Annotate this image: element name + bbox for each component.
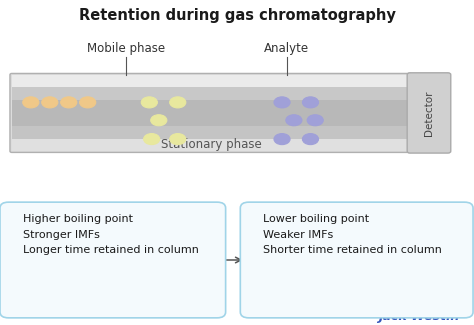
Text: Analyte: Analyte bbox=[264, 42, 310, 55]
Text: Jack Westin: Jack Westin bbox=[379, 310, 460, 323]
Circle shape bbox=[286, 115, 302, 126]
Circle shape bbox=[144, 134, 160, 145]
Bar bbox=[12, 126, 410, 139]
Circle shape bbox=[302, 97, 319, 108]
Circle shape bbox=[170, 134, 186, 145]
Circle shape bbox=[302, 134, 319, 145]
Circle shape bbox=[274, 97, 290, 108]
Bar bbox=[12, 75, 410, 87]
Text: Detector: Detector bbox=[424, 90, 434, 136]
Bar bbox=[12, 139, 410, 151]
Circle shape bbox=[307, 115, 323, 126]
Circle shape bbox=[151, 115, 167, 126]
Circle shape bbox=[23, 97, 39, 108]
Circle shape bbox=[61, 97, 77, 108]
Circle shape bbox=[274, 134, 290, 145]
Circle shape bbox=[141, 97, 157, 108]
Circle shape bbox=[170, 97, 186, 108]
Circle shape bbox=[42, 97, 58, 108]
Text: Higher boiling point
Stronger IMFs
Longer time retained in column: Higher boiling point Stronger IMFs Longe… bbox=[23, 214, 199, 255]
FancyBboxPatch shape bbox=[0, 202, 226, 318]
FancyBboxPatch shape bbox=[10, 73, 412, 152]
Text: Stationary phase: Stationary phase bbox=[161, 138, 261, 151]
Circle shape bbox=[80, 97, 96, 108]
Text: Lower boiling point
Weaker IMFs
Shorter time retained in column: Lower boiling point Weaker IMFs Shorter … bbox=[263, 214, 442, 255]
FancyBboxPatch shape bbox=[240, 202, 473, 318]
Text: Retention during gas chromatography: Retention during gas chromatography bbox=[79, 8, 395, 23]
Bar bbox=[12, 87, 410, 139]
Bar bbox=[12, 87, 410, 100]
Text: Mobile phase: Mobile phase bbox=[87, 42, 164, 55]
FancyBboxPatch shape bbox=[407, 73, 451, 153]
